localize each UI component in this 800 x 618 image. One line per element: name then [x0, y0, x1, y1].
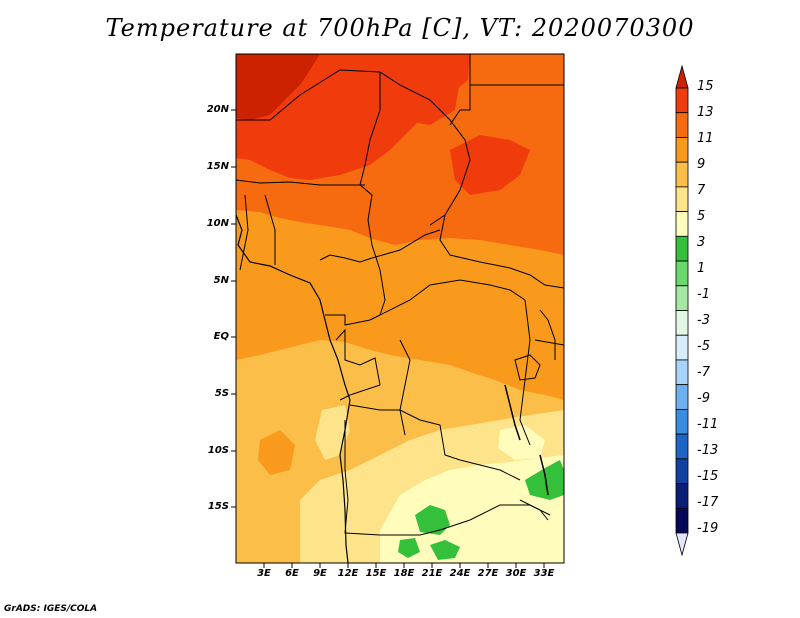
colorbar-box [675, 285, 689, 311]
colorbar [675, 64, 689, 557]
colorbar-box [675, 507, 689, 534]
lat-label-5n: 5N [213, 275, 229, 286]
colorbar-label: -13 [697, 443, 719, 458]
colorbar-box [675, 161, 689, 188]
lon-label-18e: 18E [393, 568, 415, 579]
contour-above-15 [236, 54, 320, 120]
lon-label-27e: 27E [477, 568, 499, 579]
colorbar-label: -9 [697, 391, 710, 406]
colorbar-label: -17 [697, 495, 719, 510]
lon-label-3e: 3E [257, 568, 271, 579]
lat-label-15n: 15N [206, 161, 229, 172]
colorbar-box [675, 211, 689, 237]
colorbar-box [675, 359, 689, 386]
colorbar-label: -11 [697, 417, 719, 432]
lon-label-6e: 6E [285, 568, 299, 579]
country-borders [236, 54, 564, 536]
lon-label-12e: 12E [337, 568, 359, 579]
colorbar-label: 3 [697, 235, 706, 250]
lon-label-30e: 30E [505, 568, 527, 579]
colorbar-label: -1 [697, 287, 710, 302]
map-frame [235, 53, 565, 564]
lat-label-15s: 15S [207, 501, 229, 512]
lat-label-10s: 10S [207, 445, 229, 456]
colorbar-label: 13 [697, 105, 714, 120]
lake-victoria [514, 354, 541, 381]
colorbar-box [675, 310, 689, 336]
colorbar-box [675, 260, 689, 287]
lon-label-9e: 9E [313, 568, 327, 579]
temperature-field [236, 54, 564, 563]
colorbar-box [675, 137, 689, 163]
lake-tanganyika [504, 384, 521, 441]
colorbar-box [675, 384, 689, 410]
colorbar-cap-bottom [675, 532, 689, 557]
colorbar-box [675, 235, 689, 262]
colorbar-box [675, 87, 689, 114]
lat-label-10n: 10N [206, 218, 229, 229]
colorbar-label: 9 [697, 157, 706, 172]
colorbar-box [675, 483, 689, 509]
lon-label-33e: 33E [533, 568, 555, 579]
credit-text: GrADS: IGES/COLA [4, 604, 98, 614]
colorbar-label: 1 [697, 261, 706, 276]
lat-label-5s: 5S [214, 388, 229, 399]
axis-ticks [231, 109, 545, 568]
lon-label-15e: 15E [365, 568, 387, 579]
colorbar-label: 7 [697, 183, 706, 198]
colorbar-label: 11 [697, 131, 714, 146]
contour-1-3 [415, 505, 450, 535]
colorbar-box [675, 186, 689, 213]
colorbar-box [675, 112, 689, 138]
colorbar-label: 5 [697, 209, 706, 224]
contour-3-5 [380, 455, 564, 563]
lat-label-20n: 20N [206, 104, 229, 115]
colorbar-box [675, 408, 689, 435]
lon-label-21e: 21E [421, 568, 443, 579]
colorbar-label: 15 [697, 79, 714, 94]
colorbar-box [675, 334, 689, 361]
colorbar-cap-top [675, 64, 689, 89]
colorbar-label: -19 [697, 521, 719, 536]
colorbar-label: -3 [697, 313, 710, 328]
lon-label-24e: 24E [449, 568, 471, 579]
colorbar-label: -15 [697, 469, 719, 484]
coastline [236, 214, 351, 563]
colorbar-label: -5 [697, 339, 710, 354]
colorbar-box [675, 433, 689, 460]
lake-malawi [539, 454, 549, 496]
colorbar-label: -7 [697, 365, 710, 380]
colorbar-box [675, 458, 689, 484]
map-title: Temperature at 700hPa [C], VT: 202007030… [105, 14, 695, 42]
lat-label-eq: EQ [213, 331, 229, 342]
